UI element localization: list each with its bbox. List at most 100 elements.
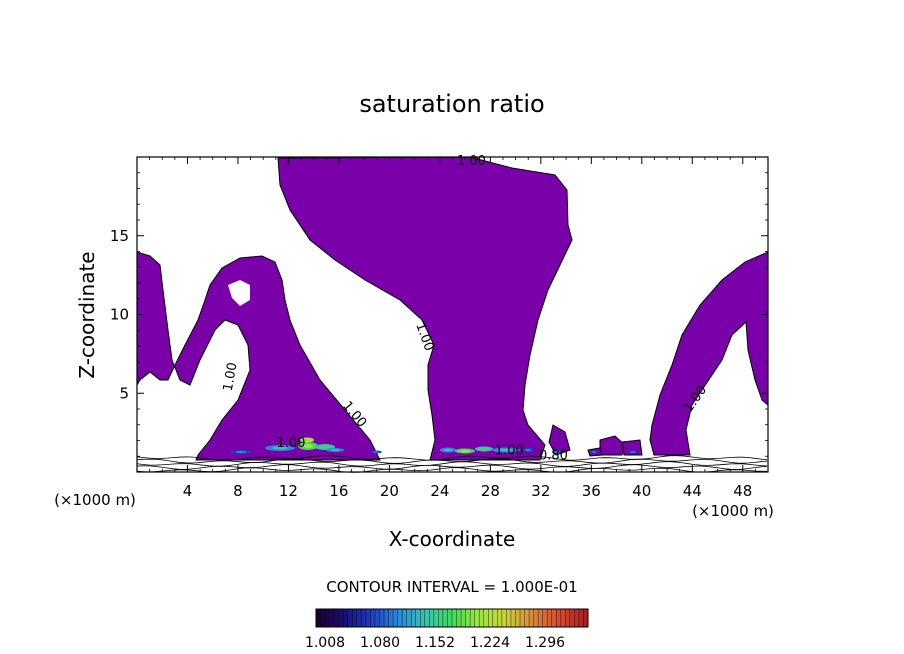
y-axis-title: Z-coordinate	[75, 251, 99, 378]
colorbar-cell	[411, 609, 417, 627]
y-tick-label: 5	[119, 384, 129, 402]
colorbar-cell	[578, 609, 584, 627]
contour-label: 1.00	[276, 436, 305, 451]
high-saturation-core	[525, 449, 531, 451]
colorbar-cell	[343, 609, 349, 627]
region-right	[649, 251, 769, 456]
colorbar-cell	[379, 609, 385, 627]
ground-contour-line	[136, 464, 768, 470]
hole-left	[228, 280, 250, 306]
colorbar-cell	[574, 609, 580, 627]
colorbar-cell	[415, 609, 421, 627]
x-tick-label: 16	[329, 482, 348, 500]
colorbar-cell	[510, 609, 516, 627]
colorbar-cell	[461, 609, 467, 627]
colorbar-cell	[320, 609, 326, 627]
region-left-edge	[136, 251, 381, 461]
x-tick-label: 28	[481, 482, 500, 500]
colorbar-cell	[452, 609, 458, 627]
high-saturation-core	[592, 451, 596, 453]
ground-contour-line	[136, 461, 768, 467]
colorbar-tick-label: 1.152	[415, 635, 455, 651]
colorbar-cell	[556, 609, 562, 627]
colorbar-tick-label: 1.008	[305, 635, 345, 651]
region-center	[277, 156, 573, 461]
region-holes	[228, 280, 250, 306]
colorbar-cell	[397, 609, 403, 627]
colorbar-cell	[529, 609, 535, 627]
high-saturation-core	[373, 451, 379, 453]
colorbar-frame	[315, 608, 589, 628]
chart-title: saturation ratio	[359, 90, 544, 118]
x-tick-label: 32	[531, 482, 550, 500]
high-saturation-core	[499, 448, 513, 452]
colorbar-labels: 1.008 1.080 1.152 1.224 1.296	[305, 635, 565, 651]
colorbar-cell	[524, 609, 530, 627]
colorbar-cell	[438, 609, 444, 627]
colorbar-cell	[402, 609, 408, 627]
region-blob-1	[548, 424, 571, 456]
colorbar-cell	[551, 609, 557, 627]
colorbar-cell	[456, 609, 462, 627]
contour-label: 0.80	[539, 448, 568, 463]
colorbar-cell	[497, 609, 503, 627]
colorbar-cell	[501, 609, 507, 627]
contour-label: 1.00	[457, 154, 486, 169]
colorbar-tick-label: 1.296	[525, 635, 565, 651]
colorbar-cell	[465, 609, 471, 627]
colorbar-cell	[374, 609, 380, 627]
supersaturation-regions	[136, 156, 769, 461]
colorbar-cell	[470, 609, 476, 627]
colorbar-cell	[538, 609, 544, 627]
high-saturation-core	[320, 445, 330, 449]
high-saturation-core	[272, 446, 288, 450]
x-unit-right: (×1000 m)	[692, 502, 774, 520]
colorbar-cell	[393, 609, 399, 627]
colorbar-cell	[533, 609, 539, 627]
colorbar-cell	[520, 609, 526, 627]
colorbar-cell	[384, 609, 390, 627]
colorbar-tick-label: 1.080	[360, 635, 400, 651]
high-saturation-core	[460, 449, 470, 453]
high-saturation-core	[235, 451, 247, 453]
colorbar-cell	[325, 609, 331, 627]
high-saturation-core	[303, 444, 313, 448]
colorbar-cell	[565, 609, 571, 627]
colorbar-cell	[483, 609, 489, 627]
high-saturation-core	[303, 438, 311, 442]
high-saturation-core	[479, 447, 489, 451]
colorbar-cell	[515, 609, 521, 627]
ground-contour-line	[136, 455, 768, 461]
high-saturation-core	[444, 448, 452, 452]
colorbar-cell	[334, 609, 340, 627]
colorbar-cell	[370, 609, 376, 627]
x-tick-label: 12	[279, 482, 298, 500]
x-tick-label: 24	[430, 482, 449, 500]
colorbar-cell	[347, 609, 353, 627]
high-saturation-core	[330, 449, 340, 451]
ground-contour-line	[136, 458, 768, 464]
colorbar-cell	[429, 609, 435, 627]
y-axis: 5 10 15	[110, 172, 768, 457]
x-unit-left: (×1000 m)	[54, 491, 136, 509]
colorbar-cell	[560, 609, 566, 627]
colorbar-cell	[492, 609, 498, 627]
high-saturation-patches	[230, 437, 638, 454]
colorbar-cell	[433, 609, 439, 627]
contour-label: 1.00	[495, 444, 524, 459]
colorbar-cell	[479, 609, 485, 627]
colorbar-cell	[442, 609, 448, 627]
colorbar-cell	[365, 609, 371, 627]
high-saturation-core	[630, 451, 636, 453]
x-tick-label: 40	[632, 482, 651, 500]
colorbar-cell	[316, 609, 322, 627]
colorbar-cell	[547, 609, 553, 627]
colorbar-cell	[506, 609, 512, 627]
ground-contour-line	[136, 467, 767, 473]
colorbar-cell	[356, 609, 362, 627]
colorbar-cell	[583, 609, 589, 627]
colorbar-cell	[361, 609, 367, 627]
colorbar-cell	[447, 609, 453, 627]
x-tick-label: 8	[233, 482, 243, 500]
